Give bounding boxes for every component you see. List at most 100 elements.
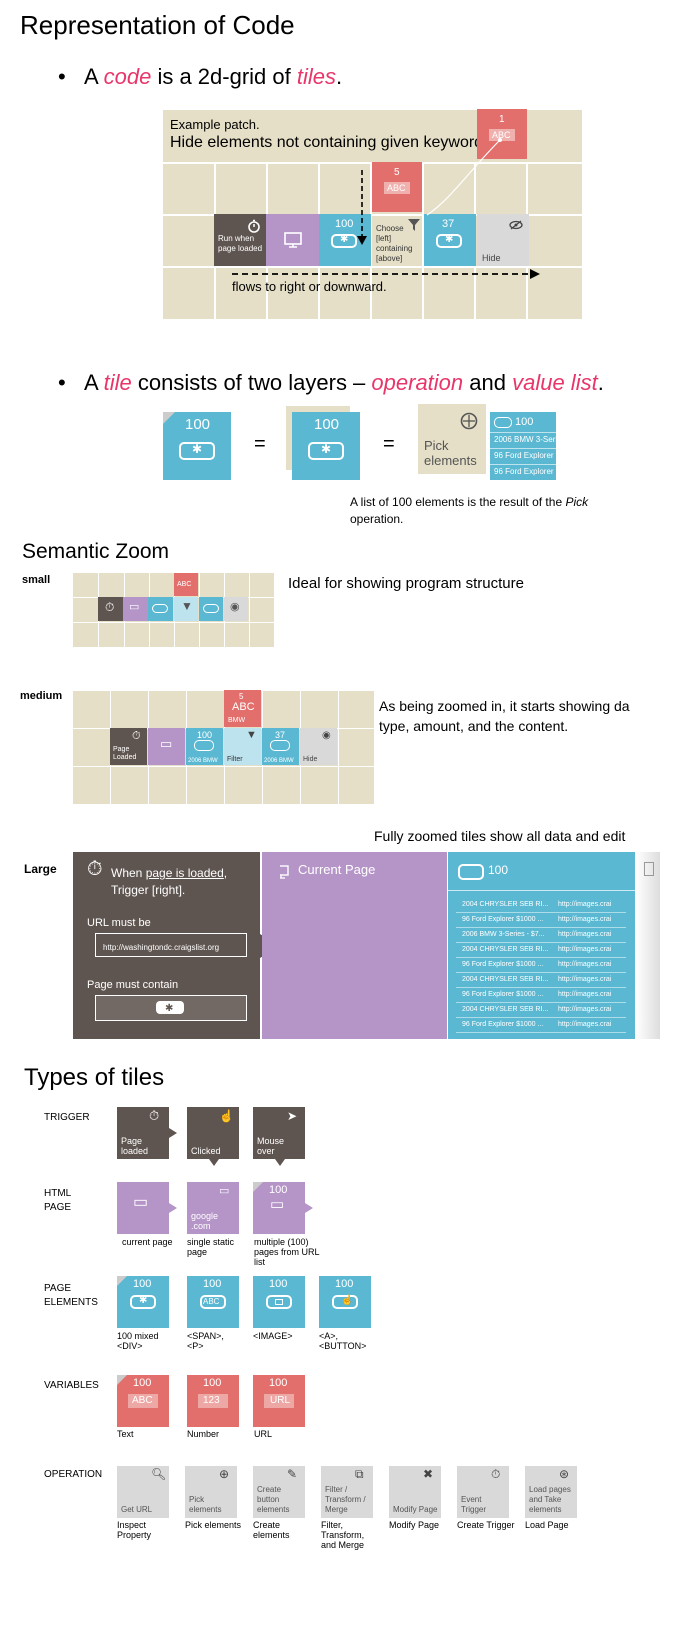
stopwatch-icon xyxy=(248,219,260,233)
small-trigger-tile[interactable]: ⏱ xyxy=(98,597,123,621)
number-variable-tile[interactable]: 100 123 xyxy=(187,1375,239,1427)
cap-image: <IMAGE> xyxy=(253,1331,293,1341)
value-row-url: http://images.crai xyxy=(558,946,612,953)
value-row-title: 96 Ford Explorer $1000 ... xyxy=(462,916,544,923)
value-row-url: http://images.crai xyxy=(558,1021,612,1028)
small-elements-tile-2[interactable] xyxy=(199,597,223,621)
flow-caption: flows to right or downward. xyxy=(232,279,387,294)
medium-filter-tile[interactable]: ▼ Filter xyxy=(224,728,261,765)
html-page-label: HTML PAGE xyxy=(44,1188,72,1213)
large-current-page-tile[interactable]: Current Page xyxy=(280,852,447,1039)
operation-tile[interactable]: ⧉ Filter / Transform / Merge xyxy=(321,1466,373,1518)
operation-icon: ✎ xyxy=(287,1467,298,1481)
url-input[interactable]: http://washingtondc.craigslist.org xyxy=(95,933,247,957)
div-elements-tile[interactable]: 100 ✱ xyxy=(117,1276,169,1328)
cap-div: 100 mixed <DIV> xyxy=(117,1331,159,1351)
text-variable-tile[interactable]: 100 ABC xyxy=(117,1375,169,1427)
trigger-page-loaded[interactable]: ⏱ Page loaded xyxy=(117,1107,169,1159)
value-row-url: http://images.crai xyxy=(558,991,612,998)
layers-note: A list of 100 elements is the result of … xyxy=(350,495,589,526)
medium-page-tile[interactable]: ▭ xyxy=(148,728,185,765)
next-tile-edge xyxy=(636,852,660,1039)
value-layer-front[interactable]: 100 ✱ xyxy=(292,412,360,480)
page-arrow-2 xyxy=(305,1203,313,1213)
monitor-icon xyxy=(280,865,289,879)
eye-hidden-icon xyxy=(509,220,523,230)
page-title: Representation of Code xyxy=(20,10,295,40)
small-abc-tile[interactable]: ABC xyxy=(174,573,198,596)
value-row-url: http://images.crai xyxy=(558,931,612,938)
url-variable-tile[interactable]: 100 URL xyxy=(253,1375,305,1427)
cap-url: URL xyxy=(254,1429,273,1439)
value-row-url: http://images.crai xyxy=(558,1006,612,1013)
cap-static-page: single static page xyxy=(187,1237,235,1257)
hide-tile[interactable]: Hide xyxy=(477,214,529,266)
operation-tile-label: Event Trigger xyxy=(461,1495,487,1514)
contain-input[interactable]: ✱ xyxy=(95,995,247,1021)
operation-tile[interactable]: ⊛ Load pages and Take elements xyxy=(525,1466,577,1518)
button-elements-tile[interactable]: 100 ☝ xyxy=(319,1276,371,1328)
value-row-url: http://images.crai xyxy=(558,976,612,983)
small-page-tile[interactable]: ▭ xyxy=(123,597,148,621)
value-tile-abc-1[interactable]: 1 ABC xyxy=(477,109,527,159)
static-page-tile[interactable]: ▭ google .com xyxy=(187,1182,239,1234)
operation-tile[interactable]: ✖ Modify Page xyxy=(389,1466,441,1518)
operation-label: OPERATION xyxy=(44,1469,103,1480)
medium-hide-tile[interactable]: ◉ Hide xyxy=(300,728,337,765)
trigger-clicked[interactable]: ☝ Clicked xyxy=(187,1107,239,1159)
large-trigger-tile[interactable]: ⏱ When page is loaded, Trigger [right]. … xyxy=(73,852,260,1039)
large-value-list-tile[interactable]: 100 2004 CHRYSLER SEB RI... http://images… xyxy=(448,852,635,1039)
cap-button: <A>, <BUTTON> xyxy=(319,1331,367,1351)
operation-tile[interactable]: 🔍︎ Get URL xyxy=(117,1466,169,1518)
variables-label: VARIABLES xyxy=(44,1380,99,1391)
operation-tile[interactable]: ✎ Create button elements xyxy=(253,1466,305,1518)
operation-tile-label: Get URL xyxy=(121,1505,153,1514)
value-row-divider xyxy=(456,942,626,943)
trigger-arrow-right xyxy=(169,1128,177,1138)
medium-zoom-description: As being zoomed in, it starts showing da… xyxy=(379,698,630,734)
pick-operation-layer[interactable]: Pick elements xyxy=(418,404,486,474)
value-row-divider xyxy=(456,987,626,988)
value-row-divider xyxy=(456,912,626,913)
image-elements-tile[interactable]: 100 xyxy=(253,1276,305,1328)
medium-elements-tile-37[interactable]: 37 2006 BMW xyxy=(262,728,299,765)
page-arrow xyxy=(169,1203,177,1213)
trigger-mouse-over[interactable]: ➤ Mouse over xyxy=(253,1107,305,1159)
small-elements-tile[interactable] xyxy=(148,597,173,621)
small-filter-tile[interactable]: ▼ xyxy=(174,597,198,621)
value-tile-abc-5[interactable]: 5 ABC xyxy=(372,162,422,212)
value-row-title: 96 Ford Explorer $1000 ... xyxy=(462,1021,544,1028)
trigger-label: TRIGGER xyxy=(44,1112,90,1123)
types-title: Types of tiles xyxy=(24,1064,165,1091)
medium-trigger-tile[interactable]: ⏱ Page Loaded xyxy=(110,728,147,765)
operation-tile[interactable]: ⏱ Event Trigger xyxy=(457,1466,509,1518)
bullet-code-definition: • A code is a 2d-grid of tiles. xyxy=(58,64,343,89)
value-row-title: 96 Ford Explorer $1000 ... xyxy=(462,961,544,968)
flow-arrows xyxy=(232,138,540,279)
current-page-tile[interactable]: ▭ xyxy=(117,1182,169,1234)
cap-number: Number xyxy=(187,1429,220,1439)
value-row-title: 96 Ford Explorer $1000 ... xyxy=(462,991,544,998)
page-elements-label: PAGE ELEMENTS xyxy=(44,1283,98,1308)
value-row-url: http://images.crai xyxy=(558,901,612,908)
small-hide-tile[interactable]: ◉ xyxy=(224,597,248,621)
value-row-divider xyxy=(456,1002,626,1003)
funnel-icon xyxy=(408,219,420,231)
html-page-tile[interactable] xyxy=(266,214,319,266)
elements-tile-37[interactable]: 37 ✱ xyxy=(424,214,476,266)
value-row-divider xyxy=(456,1017,626,1018)
filter-choose-tile[interactable]: Choose [left] containing [above] xyxy=(372,214,424,266)
multi-page-tile[interactable]: 100 ▭ xyxy=(253,1182,305,1234)
medium-elements-tile[interactable]: 100 2006 BMW xyxy=(186,728,223,765)
cap-multi-page: multiple (100) pages from URL list xyxy=(254,1237,320,1267)
value-list-layer[interactable]: 100 2006 BMW 3-Seri 96 Ford Explorer 96 … xyxy=(490,412,556,480)
operation-tile[interactable]: ⊕ Pick elements xyxy=(185,1466,237,1518)
operation-icon: ⧉ xyxy=(355,1467,364,1481)
span-elements-tile[interactable]: 100 ABC xyxy=(187,1276,239,1328)
small-zoom-description: Ideal for showing program structure xyxy=(288,575,524,592)
medium-abc-tile[interactable]: 5 ABC BMW xyxy=(224,690,261,727)
semantic-zoom-title: Semantic Zoom xyxy=(22,540,170,563)
operation-caption: Modify Page xyxy=(389,1520,440,1530)
trigger-tile-run[interactable]: Run when page loaded xyxy=(214,214,266,266)
layered-tile-combined[interactable]: 100 ✱ xyxy=(163,412,231,480)
